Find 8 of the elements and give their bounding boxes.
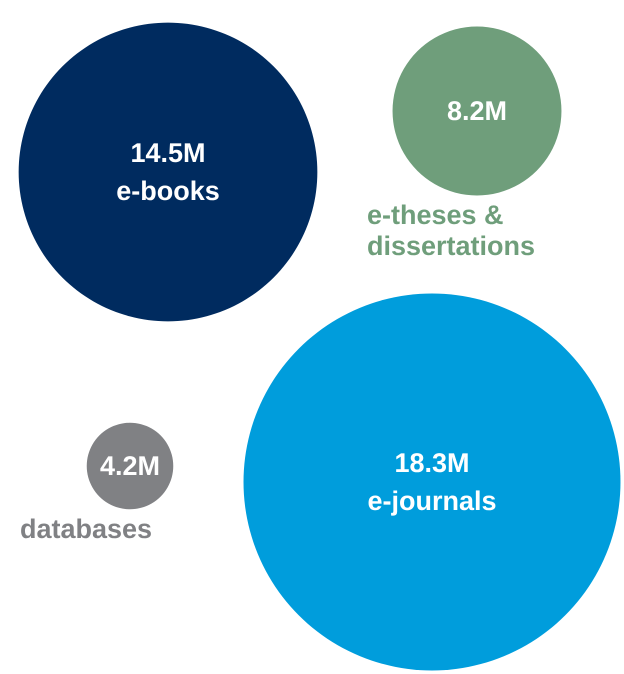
category-label: databases — [20, 514, 152, 544]
category-label: e-journals — [367, 486, 497, 516]
category-label: e-books — [116, 176, 220, 206]
data-label: 14.5M — [130, 138, 206, 168]
category-label: e-theses & dissertations — [367, 200, 536, 261]
data-label: 8.2M — [446, 96, 508, 126]
data-label: 4.2M — [100, 451, 160, 481]
data-label: 18.3M — [394, 448, 470, 478]
